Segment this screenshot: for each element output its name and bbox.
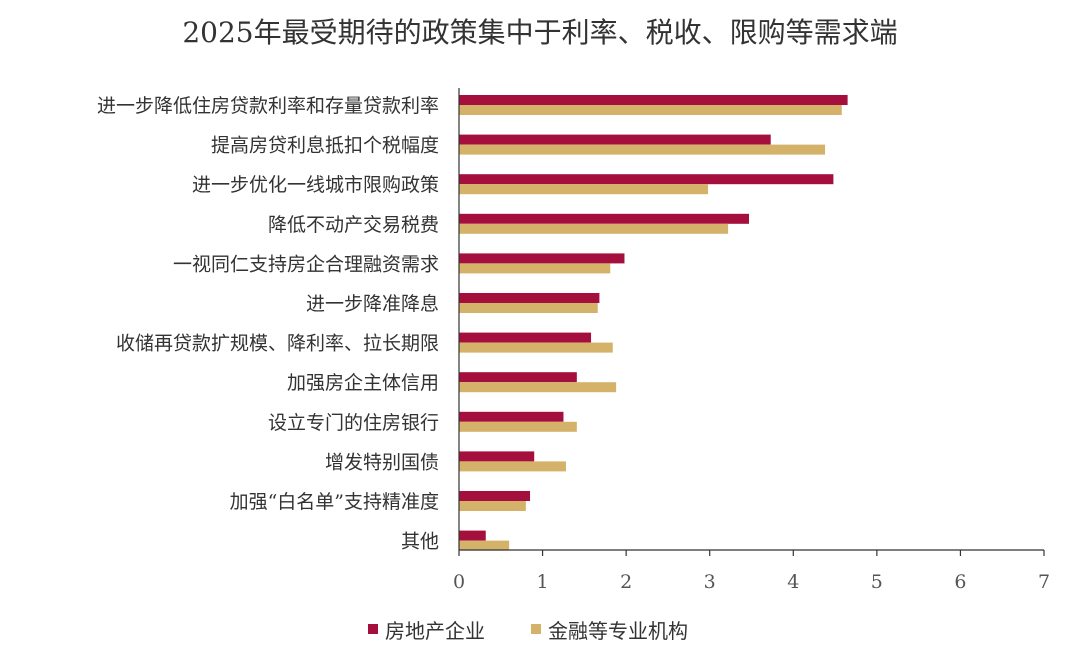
bars-layer	[459, 95, 848, 551]
bar-real-estate	[459, 332, 592, 343]
bar-real-estate	[459, 95, 848, 105]
legend-label-real-estate: 房地产企业	[385, 619, 485, 643]
category-label: 进一步降低住房贷款利率和存量贷款利率	[97, 95, 439, 117]
x-tick-label: 3	[704, 571, 716, 593]
x-tick-label: 2	[620, 571, 632, 593]
category-label: 其他	[401, 531, 439, 553]
category-label: 加强“白名单”支持精准度	[230, 491, 439, 513]
category-label: 加强房企主体信用	[287, 372, 439, 394]
legend-swatch-financial	[531, 624, 541, 634]
bar-real-estate	[459, 293, 600, 303]
bar-financial	[459, 501, 526, 511]
bar-real-estate	[459, 491, 531, 501]
bar-financial	[459, 461, 566, 472]
bar-financial	[459, 105, 842, 115]
category-labels: 进一步降低住房贷款利率和存量贷款利率提高房贷利息抵扣个税幅度进一步优化一线城市限…	[97, 95, 439, 553]
bar-real-estate	[459, 372, 577, 383]
x-tick-label: 1	[537, 571, 549, 593]
bar-financial	[459, 263, 611, 274]
x-tick-label: 7	[1038, 571, 1050, 593]
category-label: 进一步优化一线城市限购政策	[192, 174, 439, 196]
category-label: 设立专门的住房银行	[268, 412, 439, 434]
legend: 房地产企业 金融等专业机构	[368, 619, 688, 643]
bar-real-estate	[459, 530, 486, 541]
bar-real-estate	[459, 213, 749, 224]
x-tick-label: 0	[453, 571, 465, 593]
legend-label-financial: 金融等专业机构	[548, 619, 688, 643]
category-label: 进一步降准降息	[306, 293, 439, 315]
bar-financial	[459, 382, 617, 393]
chart-title: 2025年最受期待的政策集中于利率、税收、限购等需求端	[182, 16, 897, 49]
bar-financial	[459, 540, 510, 551]
bar-financial	[459, 342, 613, 353]
bar-real-estate	[459, 411, 564, 422]
bar-financial	[459, 223, 729, 234]
x-axis: 0 1 2 3 4 5 6 7	[453, 88, 1050, 593]
legend-swatch-real-estate	[368, 624, 378, 634]
category-label: 提高房贷利息抵扣个税幅度	[211, 135, 439, 157]
category-label: 一视同仁支持房企合理融资需求	[173, 253, 439, 275]
bar-financial	[459, 303, 598, 313]
bar-financial	[459, 184, 709, 195]
bar-financial	[459, 421, 577, 432]
x-tick-label: 4	[787, 571, 799, 593]
bar-financial	[459, 144, 826, 155]
category-label: 降低不动产交易税费	[268, 214, 439, 236]
bar-real-estate	[459, 174, 834, 185]
bar-real-estate	[459, 451, 535, 462]
bar-real-estate	[459, 134, 771, 145]
x-tick-label: 6	[954, 571, 966, 593]
x-tick-label: 5	[871, 571, 883, 593]
bar-real-estate	[459, 253, 625, 264]
category-label: 增发特别国债	[325, 451, 439, 473]
category-label: 收储再贷款扩规模、降利率、拉长期限	[116, 333, 439, 355]
